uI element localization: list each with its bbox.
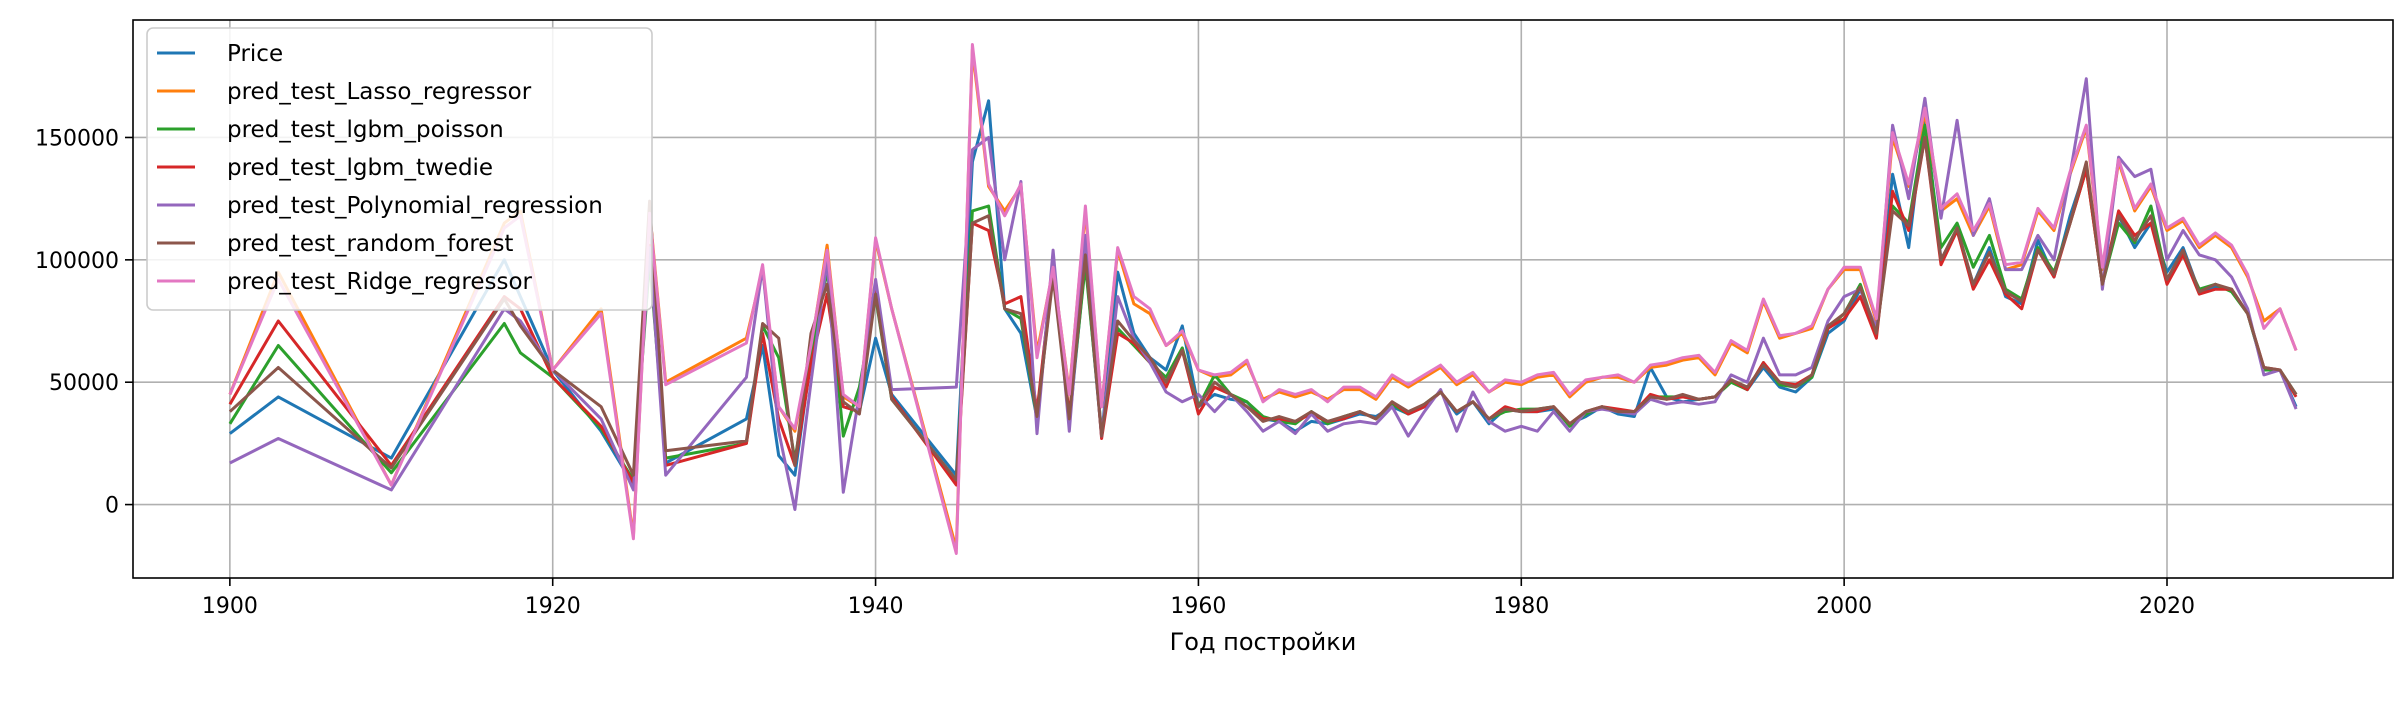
x-tick-label: 1900: [202, 594, 258, 619]
legend-label: pred_test_random_forest: [227, 231, 513, 257]
series-line-pred_test_Ridge_regressor: [228, 43, 2298, 555]
series-lines: [228, 43, 2298, 555]
legend-label: pred_test_Polynomial_regression: [227, 193, 603, 219]
legend-label: pred_test_lgbm_twedie: [227, 155, 493, 181]
y-tick-label: 100000: [35, 249, 119, 274]
x-axis-ticks: 1900 1920 1940 1960 1980 2000 2020: [202, 578, 2195, 619]
x-axis-label: Год постройки: [1170, 628, 1357, 656]
x-tick-label: 2020: [2139, 594, 2195, 619]
x-tick-label: 1920: [525, 594, 581, 619]
legend-box: [146, 27, 653, 311]
x-tick-label: 1960: [1170, 594, 1226, 619]
y-tick-label: 150000: [35, 126, 119, 151]
legend-label: Price: [227, 41, 283, 67]
legend: Price pred_test_Lasso_regressor pred_test_…: [146, 27, 653, 311]
legend-label: pred_test_Lasso_regressor: [227, 79, 532, 105]
x-tick-label: 1980: [1493, 594, 1549, 619]
y-axis-ticks: 0 50000 100000 150000: [35, 126, 133, 519]
legend-label: pred_test_lgbm_poisson: [227, 117, 504, 143]
x-tick-label: 1940: [848, 594, 904, 619]
x-tick-label: 2000: [1816, 594, 1872, 619]
legend-label: pred_test_Ridge_regressor: [227, 269, 533, 295]
y-tick-label: 50000: [49, 371, 119, 396]
y-tick-label: 0: [105, 494, 119, 519]
plot-frame: [132, 19, 2394, 579]
